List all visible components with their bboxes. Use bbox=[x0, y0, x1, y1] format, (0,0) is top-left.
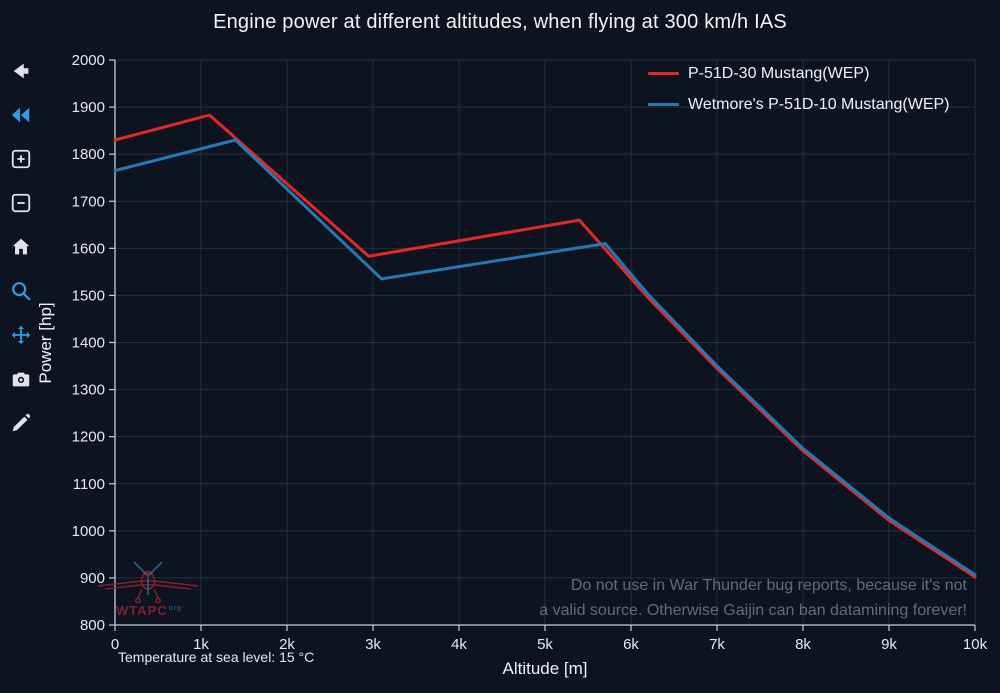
home-reset-button[interactable] bbox=[5, 232, 37, 262]
zoom-in-button[interactable] bbox=[5, 144, 37, 174]
y-tick-label: 1100 bbox=[73, 476, 105, 493]
pan-move-icon bbox=[11, 325, 31, 345]
x-tick-label: 3k bbox=[365, 636, 381, 653]
x-tick-label: 4k bbox=[451, 636, 467, 653]
y-tick-label: 1300 bbox=[72, 382, 105, 399]
y-tick-label: 1200 bbox=[72, 429, 105, 446]
y-tick-label: 2000 bbox=[72, 52, 105, 69]
x-axis-title: Altitude [m] bbox=[502, 659, 588, 678]
legend: P-51D-30 Mustang(WEP) Wetmore's P-51D-10… bbox=[648, 63, 950, 115]
x-tick-label: 9k bbox=[881, 636, 897, 653]
watermark-line-2: a valid source. Otherwise Gaijin can ban… bbox=[539, 602, 967, 619]
y-tick-label: 1500 bbox=[72, 287, 105, 304]
legend-swatch bbox=[648, 72, 679, 75]
y-tick-label: 1900 bbox=[72, 99, 105, 116]
y-tick-label: 1000 bbox=[72, 523, 105, 540]
x-tick-label: 0 bbox=[111, 636, 119, 653]
logo-text: WTAPC bbox=[116, 603, 168, 618]
pencil-icon bbox=[12, 413, 31, 432]
y-axis-title: Power [hp] bbox=[36, 302, 55, 384]
double-chevron-left-icon bbox=[11, 107, 30, 123]
camera-icon bbox=[12, 372, 30, 387]
x-tick-label: 2k bbox=[279, 636, 295, 653]
back-button[interactable] bbox=[5, 56, 37, 86]
temperature-note: Temperature at sea level: 15 °C bbox=[118, 649, 315, 665]
legend-item[interactable]: P-51D-30 Mustang(WEP) bbox=[648, 63, 950, 84]
plane-icon bbox=[97, 561, 199, 604]
draw-annotate-button[interactable] bbox=[5, 408, 37, 438]
x-tick-label: 8k bbox=[795, 636, 811, 653]
x-tick-label: 7k bbox=[709, 636, 725, 653]
y-tick-label: 1600 bbox=[72, 240, 105, 257]
watermark-line-1: Do not use in War Thunder bug reports, b… bbox=[570, 577, 967, 594]
y-tick-label: 900 bbox=[80, 570, 105, 587]
y-tick-label: 1700 bbox=[72, 193, 105, 210]
y-tick-label: 1800 bbox=[72, 146, 105, 163]
legend-label: P-51D-30 Mustang(WEP) bbox=[688, 64, 870, 82]
logo-text-wrap: WTAPCorg bbox=[116, 603, 182, 618]
chart-title: Engine power at different altitudes, whe… bbox=[213, 11, 787, 33]
legend-label: Wetmore's P-51D-10 Mustang(WEP) bbox=[688, 95, 950, 113]
x-tick-label: 6k bbox=[623, 636, 639, 653]
magnifier-icon bbox=[12, 282, 31, 301]
pan-button[interactable] bbox=[5, 320, 37, 350]
back-arrow-icon bbox=[13, 63, 29, 79]
x-tick-label: 5k bbox=[537, 636, 553, 653]
legend-swatch bbox=[648, 103, 679, 106]
series-line-0 bbox=[113, 113, 977, 579]
screenshot-button[interactable] bbox=[5, 364, 37, 394]
x-tick-label: 1k bbox=[193, 636, 209, 653]
y-tick-label: 800 bbox=[80, 617, 105, 634]
zoom-in-icon bbox=[11, 149, 31, 169]
zoom-out-button[interactable] bbox=[5, 188, 37, 218]
left-toolbar bbox=[5, 56, 37, 438]
wtapc-logo: WTAPCorg bbox=[96, 548, 200, 628]
y-tick-label: 1400 bbox=[72, 335, 105, 352]
watermark-text: Do not use in War Thunder bug reports, b… bbox=[539, 573, 967, 623]
series-line-1 bbox=[113, 138, 977, 577]
home-icon bbox=[12, 238, 30, 255]
legend-item[interactable]: Wetmore's P-51D-10 Mustang(WEP) bbox=[648, 94, 950, 115]
logo-sup: org bbox=[168, 604, 182, 612]
inspect-zoom-button[interactable] bbox=[5, 276, 37, 306]
collapse-panel-button[interactable] bbox=[5, 100, 37, 130]
x-tick-label: 10k bbox=[963, 636, 988, 653]
zoom-out-icon bbox=[11, 193, 31, 213]
